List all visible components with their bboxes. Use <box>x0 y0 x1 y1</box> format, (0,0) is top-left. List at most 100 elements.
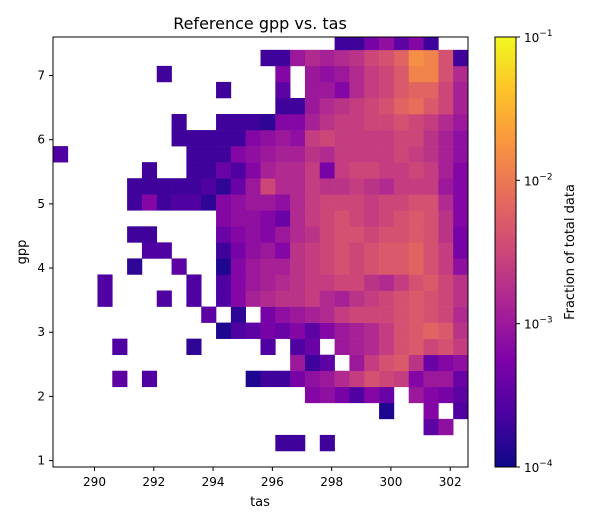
heatmap-cell <box>349 322 365 339</box>
heatmap-cell <box>156 65 172 83</box>
heatmap-cell <box>260 194 276 211</box>
heatmap-cell <box>423 354 439 372</box>
heatmap-cell <box>393 81 410 99</box>
heatmap-cell <box>112 338 128 355</box>
heatmap-cell <box>364 97 380 115</box>
heatmap-cell <box>319 194 335 211</box>
heatmap-cell <box>290 226 306 243</box>
heatmap-cell <box>156 290 172 307</box>
heatmap-cell <box>349 306 365 323</box>
heatmap-cell <box>260 49 276 67</box>
heatmap-cell <box>260 226 276 243</box>
heatmap-cell <box>334 49 350 67</box>
y-tick-label: 2 <box>37 389 45 403</box>
heatmap-cell <box>245 194 261 211</box>
heatmap-cell <box>379 322 395 339</box>
heatmap-cell <box>349 130 365 147</box>
heatmap-cell <box>349 146 365 163</box>
heatmap-cell <box>275 81 291 99</box>
heatmap-cell <box>393 65 410 83</box>
heatmap-cell <box>349 194 365 211</box>
heatmap-cell <box>349 114 365 131</box>
heatmap-cell <box>334 338 350 355</box>
heatmap-cell <box>304 242 321 259</box>
heatmap-cell <box>438 114 454 131</box>
heatmap-cell <box>453 386 469 404</box>
heatmap-cell <box>364 146 380 163</box>
heatmap-cell <box>453 65 469 83</box>
heatmap-cell <box>408 290 424 307</box>
heatmap-cell <box>379 274 395 291</box>
heatmap-cell <box>453 258 469 275</box>
heatmap-cell <box>408 130 424 147</box>
heatmap-cell <box>290 322 306 339</box>
heatmap-cell <box>364 114 380 131</box>
heatmap-cell <box>379 65 395 83</box>
heatmap-cell <box>216 114 232 131</box>
heatmap-cell <box>304 354 321 372</box>
heatmap-cell <box>379 306 395 323</box>
heatmap-cell <box>260 338 276 355</box>
heatmap-cell <box>408 258 424 275</box>
heatmap-cell <box>275 194 291 211</box>
y-tick-label: 1 <box>37 454 45 468</box>
heatmap-cell <box>408 37 424 51</box>
heatmap-cell <box>97 274 113 291</box>
heatmap-cell <box>275 290 291 307</box>
heatmap-cell <box>290 354 306 372</box>
x-tick-label: 302 <box>439 475 462 489</box>
heatmap-cell <box>260 322 276 339</box>
heatmap-cell <box>275 210 291 227</box>
heatmap-cell <box>216 226 232 243</box>
x-tick-label: 296 <box>261 475 284 489</box>
heatmap-cell <box>393 354 410 372</box>
heatmap-cell <box>275 242 291 259</box>
heatmap-cell <box>290 274 306 291</box>
heatmap-cell <box>319 65 335 83</box>
heatmap-cell <box>290 146 306 163</box>
heatmap-cell <box>453 402 469 420</box>
heatmap-cell <box>408 178 424 195</box>
heatmap-cell <box>379 162 395 179</box>
heatmap-cell <box>245 130 261 147</box>
heatmap-cell <box>319 162 335 179</box>
heatmap-cell <box>275 130 291 147</box>
heatmap-cell <box>423 242 439 259</box>
heatmap-cell <box>379 242 395 259</box>
heatmap-cell <box>304 65 321 83</box>
heatmap-cell <box>408 194 424 211</box>
heatmap-cell <box>216 194 232 211</box>
heatmap-cell <box>453 226 469 243</box>
heatmap-cell <box>438 210 454 227</box>
heatmap-cell <box>393 242 410 259</box>
colorbar-tick-label: 10−3 <box>524 316 553 332</box>
heatmap-cell <box>349 226 365 243</box>
heatmap-cell <box>408 210 424 227</box>
heatmap-cell <box>349 290 365 307</box>
heatmap-cell <box>304 114 321 131</box>
heatmap-cell <box>201 130 217 147</box>
heatmap-cell <box>393 290 410 307</box>
y-axis-label: gpp <box>15 240 30 265</box>
heatmap-cell <box>393 338 410 355</box>
heatmap-cell <box>334 210 350 227</box>
heatmap-cell <box>438 338 454 355</box>
heatmap-cell <box>186 162 202 179</box>
heatmap-cell <box>349 97 365 115</box>
heatmap-cell <box>334 162 350 179</box>
heatmap-cell <box>334 386 350 404</box>
heatmap-cell <box>230 242 246 259</box>
heatmap-cell <box>438 354 454 372</box>
heatmap-cell <box>379 258 395 275</box>
heatmap-cell <box>393 114 410 131</box>
heatmap-cell <box>319 242 335 259</box>
heatmap-cell <box>453 322 469 339</box>
heatmap-cell <box>379 386 395 404</box>
heatmap-cell <box>334 226 350 243</box>
heatmap-cell <box>275 226 291 243</box>
heatmap-cell <box>230 130 246 147</box>
heatmap-cell <box>260 210 276 227</box>
heatmap-cell <box>290 434 306 452</box>
heatmap-cell <box>319 274 335 291</box>
heatmap-cell <box>141 194 158 211</box>
